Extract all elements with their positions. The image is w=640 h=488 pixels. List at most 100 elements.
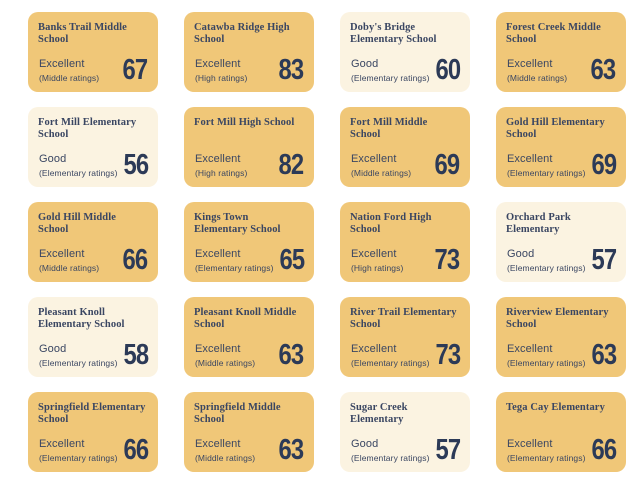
rating-label: Good xyxy=(351,58,379,70)
rating-category: (Middle ratings) xyxy=(195,358,256,368)
school-rating-card[interactable]: Kings Town Elementary School Excellent (… xyxy=(184,202,314,282)
rating-category: (Middle ratings) xyxy=(39,73,100,83)
school-rating-card[interactable]: Fort Mill Elementary School Good (Elemen… xyxy=(28,107,158,187)
school-rating-card[interactable]: Orchard Park Elementary Good (Elementary… xyxy=(496,202,626,282)
rating-score: 69 xyxy=(590,149,617,182)
rating-block: Good (Elementary ratings) xyxy=(507,248,586,273)
rating-summary: Excellent (Middle ratings) 67 xyxy=(39,56,148,85)
rating-block: Excellent (High ratings) xyxy=(195,153,247,178)
rating-label: Excellent xyxy=(507,343,553,355)
school-name: Fort Mill Middle School xyxy=(350,117,428,141)
school-rating-card[interactable]: River Trail Elementary School Excellent … xyxy=(340,297,470,377)
rating-score: 83 xyxy=(278,54,304,87)
rating-summary: Good (Elementary ratings) 60 xyxy=(351,54,461,87)
rating-category: (Elementary ratings) xyxy=(351,453,430,463)
school-rating-card[interactable]: Banks Trail Middle School Excellent (Mid… xyxy=(28,12,158,92)
rating-label: Excellent xyxy=(351,248,397,260)
rating-label: Good xyxy=(351,438,379,450)
rating-summary: Excellent (Elementary ratings) 66 xyxy=(507,434,617,467)
school-name: Gold Hill Elementary School xyxy=(506,117,605,141)
school-rating-card[interactable]: Pleasant Knoll Elementary School Good (E… xyxy=(28,297,158,377)
rating-category: (High ratings) xyxy=(195,168,248,178)
rating-score: 57 xyxy=(590,244,617,277)
school-rating-card[interactable]: Gold Hill Middle School Excellent (Middl… xyxy=(28,202,158,282)
rating-block: Good (Elementary ratings) xyxy=(351,438,430,463)
school-rating-card[interactable]: Nation Ford High School Excellent (High … xyxy=(340,202,470,282)
rating-category: (Elementary ratings) xyxy=(507,168,586,178)
rating-score: 63 xyxy=(278,339,304,372)
rating-label: Good xyxy=(507,248,535,260)
rating-score: 66 xyxy=(590,434,617,467)
rating-block: Good (Elementary ratings) xyxy=(39,343,118,368)
school-name: Fort Mill High School xyxy=(194,117,295,128)
school-name: Tega Cay Elementary xyxy=(506,402,605,413)
school-name: Springfield Middle School xyxy=(194,402,281,426)
school-rating-card[interactable]: Fort Mill High School Excellent (High ra… xyxy=(184,107,314,187)
rating-summary: Good (Elementary ratings) 57 xyxy=(507,244,617,277)
school-name: Orchard Park Elementary xyxy=(506,212,571,236)
rating-score: 82 xyxy=(278,149,304,182)
rating-block: Excellent (Elementary ratings) xyxy=(507,153,586,178)
rating-block: Excellent (Elementary ratings) xyxy=(507,438,586,463)
rating-score: 63 xyxy=(278,434,304,467)
rating-category: (High ratings) xyxy=(351,263,404,273)
rating-summary: Excellent (Middle ratings) 63 xyxy=(195,339,304,372)
school-name: Nation Ford High School xyxy=(350,212,432,236)
rating-summary: Good (Elementary ratings) 56 xyxy=(39,151,149,180)
rating-score: 66 xyxy=(122,434,149,467)
school-name: Kings Town Elementary School xyxy=(194,212,281,236)
school-rating-card[interactable]: Springfield Elementary School Excellent … xyxy=(28,392,158,472)
school-name: River Trail Elementary School xyxy=(350,307,457,331)
rating-score: 65 xyxy=(278,244,305,277)
rating-category: (Elementary ratings) xyxy=(351,73,430,83)
rating-score: 69 xyxy=(434,149,460,182)
rating-block: Excellent (Middle ratings) xyxy=(195,343,255,368)
school-rating-card[interactable]: Gold Hill Elementary School Excellent (E… xyxy=(496,107,626,187)
rating-label: Excellent xyxy=(507,153,553,165)
rating-label: Excellent xyxy=(39,58,85,70)
rating-label: Excellent xyxy=(39,438,85,450)
rating-summary: Good (Elementary ratings) 58 xyxy=(39,339,149,372)
rating-block: Excellent (Middle ratings) xyxy=(195,438,255,463)
school-name: Riverview Elementary School xyxy=(506,307,609,331)
school-rating-card[interactable]: Tega Cay Elementary Excellent (Elementar… xyxy=(496,392,626,472)
rating-block: Excellent (Elementary ratings) xyxy=(351,343,430,368)
rating-label: Excellent xyxy=(351,343,397,355)
rating-score: 58 xyxy=(122,339,149,372)
rating-summary: Excellent (High ratings) 73 xyxy=(351,244,460,277)
rating-label: Excellent xyxy=(195,438,241,450)
rating-summary: Excellent (Middle ratings) 66 xyxy=(39,246,148,275)
rating-category: (Elementary ratings) xyxy=(39,358,118,368)
rating-summary: Excellent (Middle ratings) 63 xyxy=(507,56,616,85)
rating-block: Excellent (High ratings) xyxy=(351,248,403,273)
school-rating-card[interactable]: Springfield Middle School Excellent (Mid… xyxy=(184,392,314,472)
school-name: Doby's Bridge Elementary School xyxy=(350,22,437,46)
school-rating-card[interactable]: Doby's Bridge Elementary School Good (El… xyxy=(340,12,470,92)
rating-label: Excellent xyxy=(351,153,397,165)
school-name: Pleasant Knoll Middle School xyxy=(194,307,297,331)
school-name: Pleasant Knoll Elementary School xyxy=(38,307,125,331)
school-rating-card[interactable]: Forest Creek Middle School Excellent (Mi… xyxy=(496,12,626,92)
rating-score: 73 xyxy=(434,339,461,372)
rating-category: (Elementary ratings) xyxy=(507,263,586,273)
rating-block: Good (Elementary ratings) xyxy=(351,58,430,83)
rating-category: (Elementary ratings) xyxy=(351,358,430,368)
rating-summary: Excellent (High ratings) 82 xyxy=(195,149,304,182)
rating-summary: Excellent (Elementary ratings) 73 xyxy=(351,339,461,372)
rating-summary: Excellent (Elementary ratings) 65 xyxy=(195,244,305,277)
school-name: Catawba Ridge High School xyxy=(194,22,290,46)
rating-block: Excellent (Middle ratings) xyxy=(507,58,567,83)
school-rating-card[interactable]: Pleasant Knoll Middle School Excellent (… xyxy=(184,297,314,377)
school-rating-card[interactable]: Catawba Ridge High School Excellent (Hig… xyxy=(184,12,314,92)
school-rating-card[interactable]: Riverview Elementary School Excellent (E… xyxy=(496,297,626,377)
rating-category: (High ratings) xyxy=(195,73,248,83)
school-rating-card[interactable]: Fort Mill Middle School Excellent (Middl… xyxy=(340,107,470,187)
rating-summary: Excellent (Elementary ratings) 63 xyxy=(507,341,617,370)
rating-score: 73 xyxy=(434,244,460,277)
rating-block: Excellent (Elementary ratings) xyxy=(507,343,586,368)
rating-score: 60 xyxy=(434,54,461,87)
rating-category: (Middle ratings) xyxy=(507,73,568,83)
rating-block: Excellent (Middle ratings) xyxy=(39,58,99,83)
school-rating-card[interactable]: Sugar Creek Elementary Good (Elementary … xyxy=(340,392,470,472)
rating-category: (Middle ratings) xyxy=(195,453,256,463)
